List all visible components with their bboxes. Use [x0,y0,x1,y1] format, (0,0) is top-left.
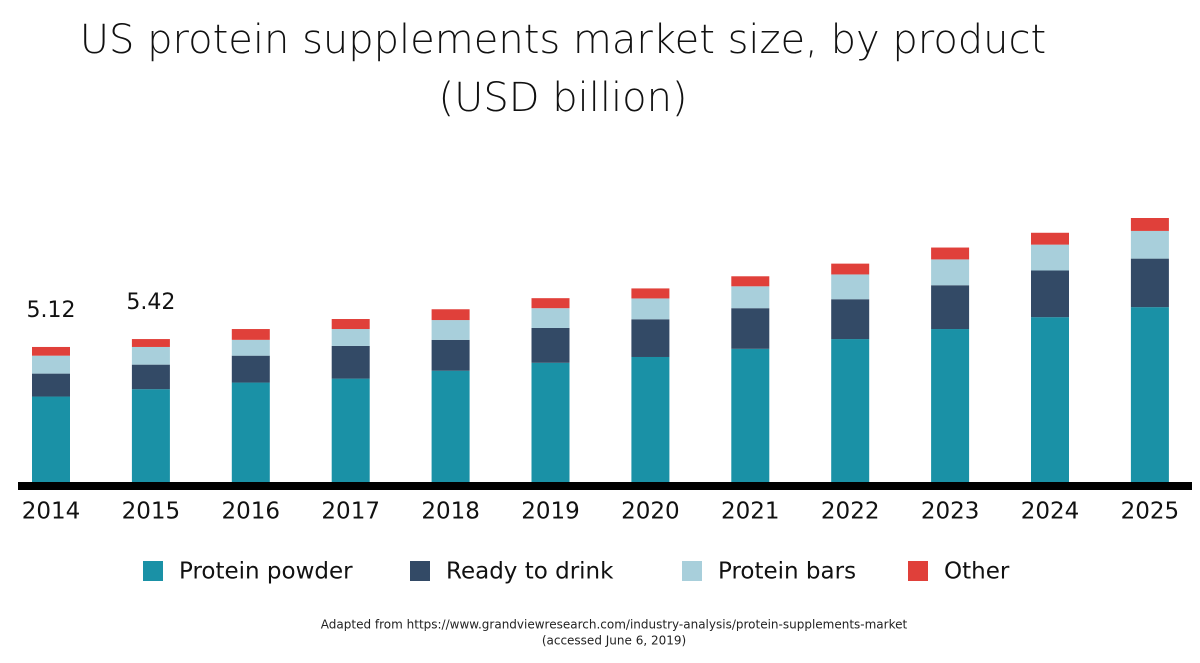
bar-segment [931,259,970,286]
bar-segment [831,263,870,275]
bar-segment [631,319,670,357]
chart-subtitle: (USD billion) [438,75,687,121]
bar-segment [1031,270,1069,318]
bar-segment [631,298,670,320]
bar-segment [531,362,570,482]
legend-swatch [410,561,430,581]
x-tick-label: 2021 [721,499,780,525]
bar-segment [331,345,370,379]
bar-segment [931,329,970,482]
baseline [18,482,1192,490]
bar-segment [731,348,770,482]
source: Adapted from https://www.grandviewresear… [321,618,908,632]
bar-segment [431,370,470,482]
legend-swatch [143,561,163,581]
bar-segment [731,286,770,309]
bar-segment [32,346,70,356]
bar-segment [731,276,770,287]
bar-segment [331,329,370,346]
bar-segment [131,364,170,390]
legend-swatch [908,561,928,581]
total-label: 5.42 [126,290,175,315]
x-tick-label: 2016 [222,499,281,525]
chart-title: US protein supplements market size, by p… [80,17,1046,63]
bar-segment [32,396,70,482]
x-tick-label: 2018 [421,499,480,525]
bar-segment [931,285,970,330]
bar-segment [931,247,970,260]
bar-segment [131,389,170,482]
bar-segment [831,274,870,300]
x-tick-label: 2025 [1121,499,1180,525]
x-tick-label: 2015 [122,499,181,525]
bar-segment [1130,218,1169,231]
bar-segment [831,299,870,340]
bar-segment [631,288,670,299]
bar-segment [32,373,70,397]
bar-segment [1130,230,1169,259]
bar-segment [431,309,470,321]
bar-segment [1130,258,1169,308]
bar-segment [1031,232,1069,245]
bar-segment [431,320,470,340]
legend-swatch [682,561,702,581]
x-tick-label: 2014 [22,499,81,525]
x-tick-label: 2020 [621,499,680,525]
bar-segment [231,329,270,340]
legend-label: Other [944,559,1010,585]
bar-segment [131,339,170,347]
x-tick-label: 2017 [321,499,380,525]
x-tick-label: 2022 [821,499,880,525]
bar-segment [631,356,670,482]
legend-label: Protein powder [179,559,353,585]
legend-label: Ready to drink [446,559,614,585]
x-tick-label: 2024 [1021,499,1080,525]
bar-segment [231,382,270,482]
bar-segment [1130,307,1169,482]
bar-segment [131,346,170,365]
bar-segment [531,298,570,309]
x-tick-label: 2019 [521,499,580,525]
bar-segment [1031,317,1069,482]
total-label: 5.12 [27,298,76,323]
bar-segment [231,355,270,383]
source: (accessed June 6, 2019) [542,634,686,648]
bar-segment [531,327,570,363]
bar-segment [32,355,70,374]
legend-label: Protein bars [718,559,856,585]
bar-segment [731,308,770,349]
bar-segment [231,339,270,356]
bar-segment [331,319,370,330]
bar-segment [1031,244,1069,271]
bar-segment [431,339,470,371]
x-tick-label: 2023 [921,499,980,525]
bar-segment [531,308,570,328]
bar-segment [831,339,870,482]
bar-segment [331,378,370,482]
